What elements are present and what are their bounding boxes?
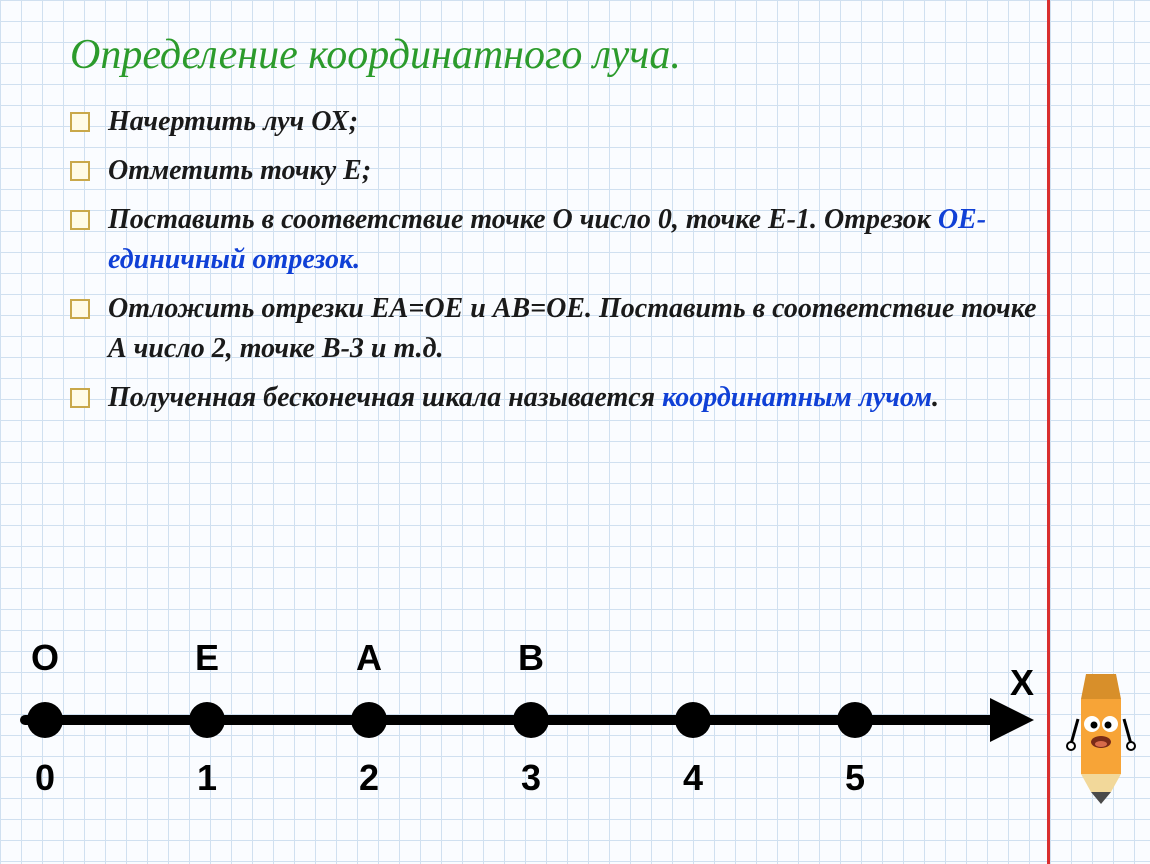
number-line-diagram: О 0 Е 1 А 2 В 3 4 5 Х [0, 640, 1150, 820]
svg-text:В: В [518, 640, 544, 678]
svg-text:4: 4 [683, 757, 703, 798]
bullet-item: Отметить точку Е; [70, 151, 1050, 192]
pencil-body [1067, 674, 1135, 804]
svg-text:Х: Х [1010, 662, 1034, 703]
bullet-text: Полученная бесконечная шкала называется [108, 382, 662, 413]
bullet-highlight: координатным лучом [662, 382, 932, 413]
bullet-text: Отложить отрезки ЕА=ОЕ и АВ=ОЕ. Поставит… [108, 293, 1037, 365]
slide-content: Определение координатного луча. Начертит… [0, 0, 1150, 419]
svg-text:1: 1 [197, 757, 217, 798]
bullet-text: Поставить в соответствие точке О число 0… [108, 204, 938, 235]
svg-text:3: 3 [521, 757, 541, 798]
bullet-list: Начертить луч ОХ; Отметить точку Е; Пост… [70, 102, 1050, 418]
bullet-item: Поставить в соответствие точке О число 0… [70, 200, 1050, 281]
svg-text:0: 0 [35, 757, 55, 798]
svg-text:А: А [356, 640, 382, 678]
pencil-mascot-icon [1066, 674, 1136, 804]
bullet-item: Полученная бесконечная шкала называется … [70, 378, 1050, 419]
bullet-item: Начертить луч ОХ; [70, 102, 1050, 143]
svg-text:2: 2 [359, 757, 379, 798]
slide-title: Определение координатного луча. [70, 30, 1050, 80]
svg-text:5: 5 [845, 757, 865, 798]
svg-text:Е: Е [195, 640, 219, 678]
bullet-text: Отметить точку Е; [108, 155, 371, 186]
bullet-text-post: . [932, 382, 939, 413]
svg-text:О: О [31, 640, 59, 678]
bullet-text: Начертить луч ОХ; [108, 106, 358, 137]
bullet-item: Отложить отрезки ЕА=ОЕ и АВ=ОЕ. Поставит… [70, 289, 1050, 370]
